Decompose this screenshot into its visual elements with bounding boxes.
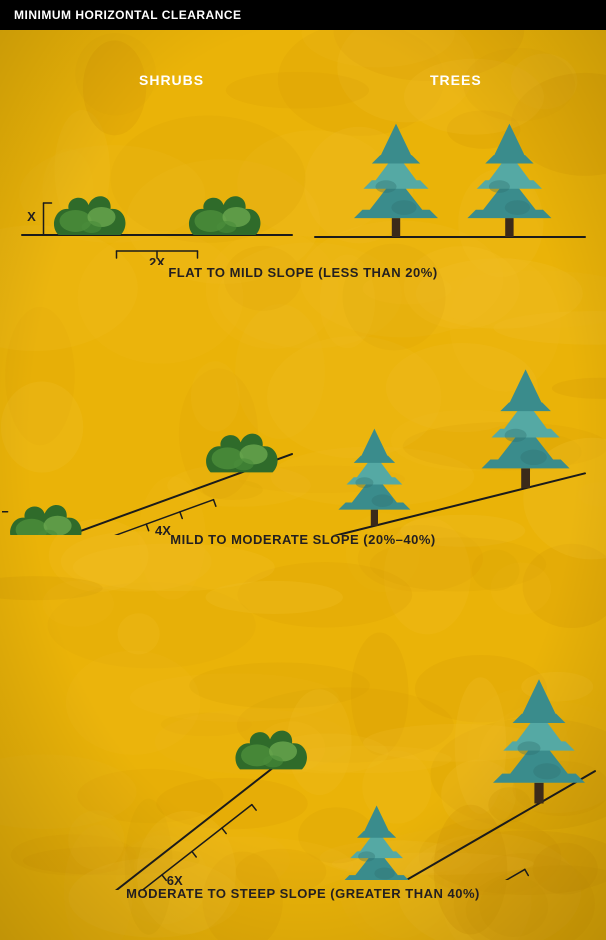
panel-trees-flat: 10 FEET	[305, 95, 595, 265]
panel-shrubs-flat: 2X X	[12, 120, 302, 265]
svg-text:2X: 2X	[149, 255, 165, 265]
panel-trees-mild: 20 FEET	[305, 330, 595, 535]
section-caption-flat: FLAT TO MILD SLOPE (LESS THAN 20%)	[0, 265, 606, 280]
content-area: SHRUBS TREES FLAT TO MILD SLOPE (LESS TH…	[0, 30, 606, 940]
svg-text:X: X	[27, 209, 36, 224]
header-title: MINIMUM HORIZONTAL CLEARANCE	[14, 8, 242, 22]
column-label-shrubs: SHRUBS	[139, 72, 204, 88]
header-bar: MINIMUM HORIZONTAL CLEARANCE	[0, 0, 606, 30]
column-label-trees: TREES	[430, 72, 482, 88]
page: MINIMUM HORIZONTAL CLEARANCE SHRUBS TREE…	[0, 0, 606, 940]
panel-shrubs-steep: 6X	[0, 590, 310, 890]
panel-shrubs-mild: 4XX	[2, 330, 302, 535]
svg-text:4X: 4X	[155, 523, 171, 535]
panel-trees-steep: 30 FEET	[305, 580, 605, 880]
svg-text:6X: 6X	[167, 873, 183, 888]
